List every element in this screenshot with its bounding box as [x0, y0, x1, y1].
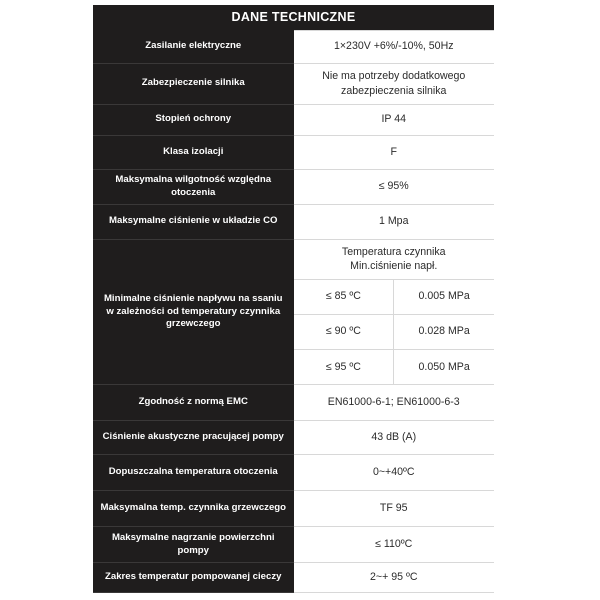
row-label-zgodnosc-z-norma-emc: Zgodność z normą EMC	[93, 384, 294, 422]
pressure-subheader-line-2: Min.ciśnienie napł.	[350, 260, 438, 273]
row-value-dopuszczalna-temperatura-otoczenia: 0~+40ºC	[293, 454, 494, 492]
row-value-zabezpieczenie-silnika: Nie ma potrzeby dodatkowego zabezpieczen…	[293, 62, 494, 105]
pressure-subtable-row: ≤ 95 ºC 0.050 MPa	[293, 349, 494, 385]
row-value-cisnienie-akustyczne: 43 dB (A)	[293, 420, 494, 456]
row-value-zakres-temperatur-cieczy: 2~+ 95 ºC	[293, 562, 494, 594]
row-value-maksymalna-wilgotnosc: ≤ 95%	[293, 168, 494, 205]
row-label-maksymalna-wilgotnosc: Maksymalna wilgotność względna otoczenia	[93, 168, 294, 205]
table-row: Maksymalna wilgotność względna otoczenia…	[93, 168, 494, 205]
table-row: Maksymalna temp. czynnika grzewczego TF …	[93, 490, 494, 528]
pressure-subtable-row: ≤ 85 ºC 0.005 MPa	[293, 279, 494, 315]
row-label-zabezpieczenie-silnika: Zabezpieczenie silnika	[93, 62, 294, 105]
pressure-subtable: Temperatura czynnika Min.ciśnienie napł.…	[293, 239, 494, 385]
row-value-zgodnosc-z-norma-emc: EN61000-6-1; EN61000-6-3	[293, 384, 494, 422]
pressure-block-row: Minimalne ciśnienie napływu na ssaniu w …	[93, 238, 494, 386]
row-label-klasa-izolacji: Klasa izolacji	[93, 134, 294, 170]
pressure-value-85: 0.005 MPa	[393, 279, 494, 315]
table-title: DANE TECHNICZNE	[93, 5, 494, 30]
row-value-maksymalne-cisnienie-co: 1 Mpa	[293, 203, 494, 240]
row-value-maksymalne-nagrzanie-powierzchni: ≤ 110ºC	[293, 526, 494, 564]
table-row: Maksymalne nagrzanie powierzchni pompy ≤…	[93, 526, 494, 564]
table-row: Dopuszczalna temperatura otoczenia 0~+40…	[93, 454, 494, 492]
row-value-maksymalna-temp-czynnika: TF 95	[293, 490, 494, 528]
pressure-subheader-line-1: Temperatura czynnika	[341, 245, 446, 258]
row-label-stopien-ochrony: Stopień ochrony	[93, 103, 294, 136]
technical-data-table: DANE TECHNICZNE Zasilanie elektryczne 1×…	[93, 5, 494, 594]
pressure-subtable-header-row: Temperatura czynnika Min.ciśnienie napł.	[293, 239, 494, 280]
row-value-zasilanie-elektryczne: 1×230V +6%/-10%, 50Hz	[293, 29, 494, 64]
row-label-zakres-temperatur-cieczy: Zakres temperatur pompowanej cieczy	[93, 562, 294, 594]
row-label-minimalne-cisnienie-naplywu: Minimalne ciśnienie napływu na ssaniu w …	[93, 238, 294, 386]
table-row: Zasilanie elektryczne 1×230V +6%/-10%, 5…	[93, 29, 494, 64]
row-value-klasa-izolacji: F	[293, 134, 494, 170]
row-label-maksymalne-cisnienie-co: Maksymalne ciśnienie w układzie CO	[93, 203, 294, 240]
row-label-maksymalne-nagrzanie-powierzchni: Maksymalne nagrzanie powierzchni pompy	[93, 526, 294, 564]
pressure-value-90: 0.028 MPa	[393, 314, 494, 350]
row-label-cisnienie-akustyczne: Ciśnienie akustyczne pracującej pompy	[93, 420, 294, 456]
pressure-temperature-85: ≤ 85 ºC	[293, 279, 395, 315]
table-row: Stopień ochrony IP 44	[93, 103, 494, 136]
row-label-maksymalna-temp-czynnika: Maksymalna temp. czynnika grzewczego	[93, 490, 294, 528]
row-value-stopien-ochrony: IP 44	[293, 103, 494, 136]
table-title-row: DANE TECHNICZNE	[93, 5, 494, 30]
pressure-temperature-90: ≤ 90 ºC	[293, 314, 395, 350]
table-row: Maksymalne ciśnienie w układzie CO 1 Mpa	[93, 203, 494, 240]
pressure-subtable-body: Temperatura czynnika Min.ciśnienie napł.…	[293, 239, 494, 385]
pressure-value-95: 0.050 MPa	[393, 349, 494, 385]
pressure-temperature-95: ≤ 95 ºC	[293, 349, 395, 385]
table-row: Ciśnienie akustyczne pracującej pompy 43…	[93, 420, 494, 456]
pressure-subtable-header: Temperatura czynnika Min.ciśnienie napł.	[293, 239, 494, 280]
row-label-zasilanie-elektryczne: Zasilanie elektryczne	[93, 30, 294, 64]
table-row: Zakres temperatur pompowanej cieczy 2~+ …	[93, 562, 494, 594]
table-row: Klasa izolacji F	[93, 134, 494, 170]
pressure-subtable-row: ≤ 90 ºC 0.028 MPa	[293, 314, 494, 350]
pressure-subtable-wrapper: Temperatura czynnika Min.ciśnienie napł.…	[293, 239, 494, 385]
table-row: Zabezpieczenie silnika Nie ma potrzeby d…	[93, 62, 494, 105]
row-label-dopuszczalna-temperatura-otoczenia: Dopuszczalna temperatura otoczenia	[93, 454, 294, 492]
table-row: Zgodność z normą EMC EN61000-6-1; EN6100…	[93, 384, 494, 422]
table-body: DANE TECHNICZNE Zasilanie elektryczne 1×…	[93, 5, 494, 594]
